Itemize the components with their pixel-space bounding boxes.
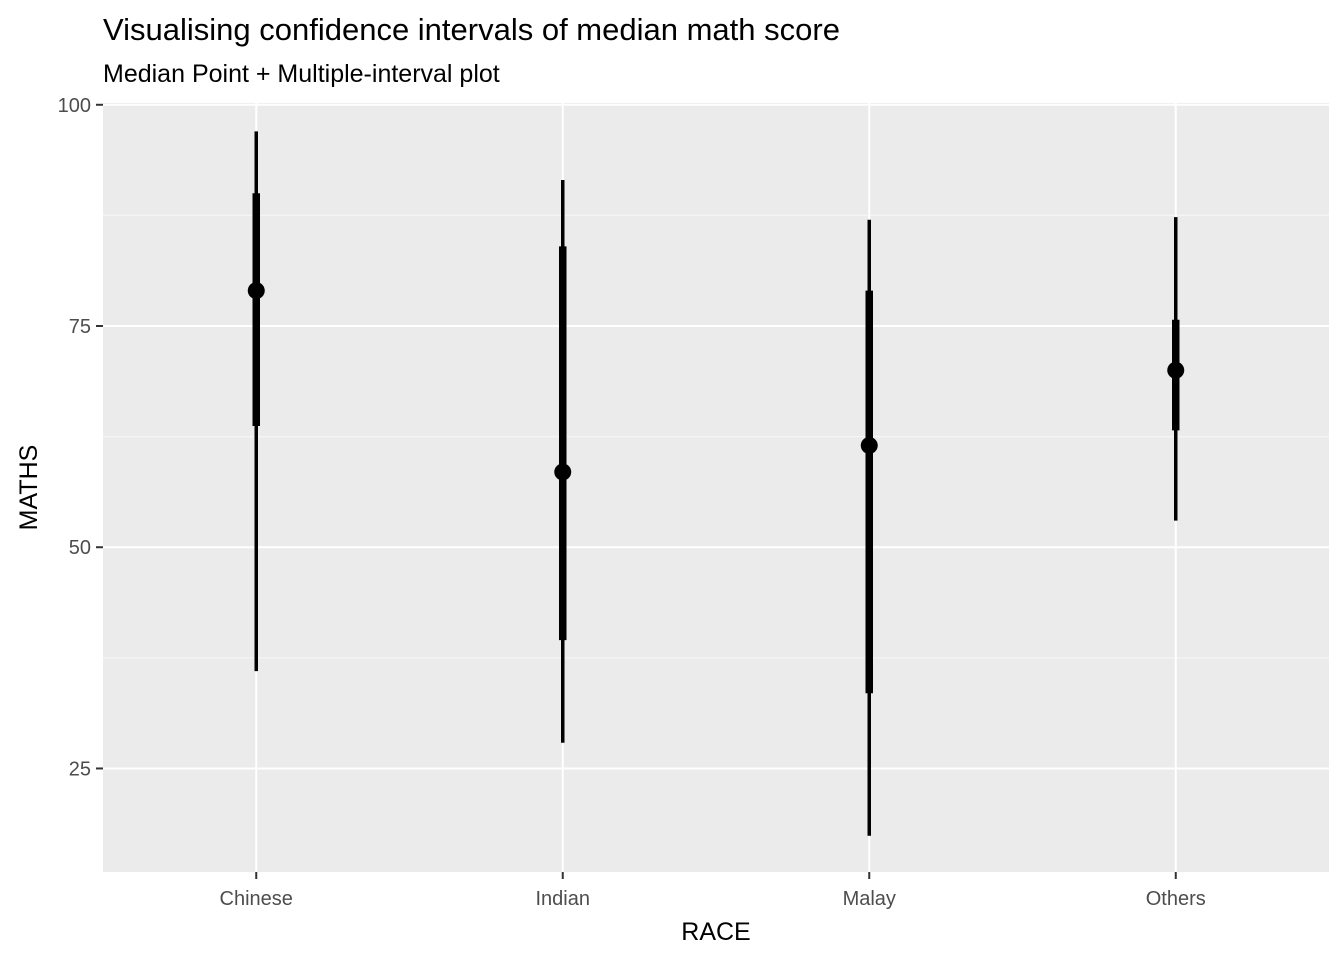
y-tick-label: 75 <box>69 316 91 338</box>
chart-marks <box>247 131 1185 836</box>
plot-panel <box>103 103 1329 872</box>
y-tick-label: 50 <box>69 537 91 559</box>
median-point-others <box>1167 361 1185 379</box>
x-tick-label: Others <box>1146 888 1206 910</box>
y-axis-title: MATHS <box>15 445 43 531</box>
median-point-malay <box>860 436 878 454</box>
x-axis-title: RACE <box>681 918 750 946</box>
median-point-chinese <box>247 282 265 300</box>
median-point-indian <box>554 463 572 481</box>
axes: 25 50 75 100 Chinese Indian Malay Others <box>58 95 1206 910</box>
x-tick-label: Chinese <box>220 888 293 910</box>
y-tick-label: 100 <box>58 95 91 117</box>
chart-title: Visualising confidence intervals of medi… <box>103 12 840 47</box>
x-tick-label: Malay <box>843 888 896 910</box>
x-tick-label: Indian <box>536 888 591 910</box>
y-tick-label: 25 <box>69 758 91 780</box>
chart-subtitle: Median Point + Multiple-interval plot <box>103 60 500 88</box>
